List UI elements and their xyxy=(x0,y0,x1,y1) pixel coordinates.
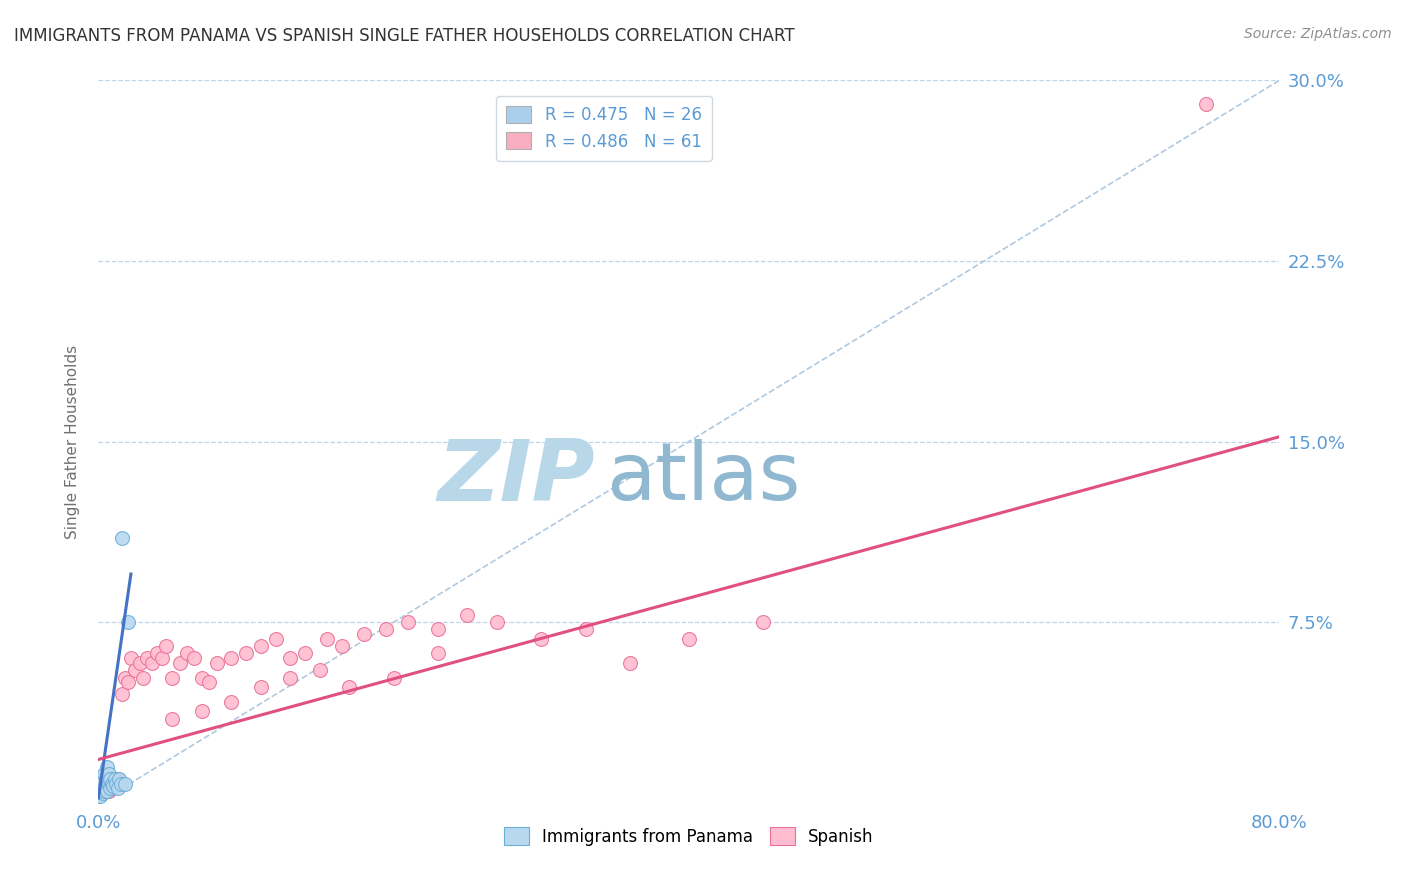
Point xyxy=(264,632,287,646)
Point xyxy=(117,675,139,690)
Point xyxy=(114,671,136,685)
Point xyxy=(146,647,169,661)
Point xyxy=(132,671,155,685)
Point xyxy=(93,784,115,798)
Point xyxy=(98,781,121,796)
Text: IMMIGRANTS FROM PANAMA VS SPANISH SINGLE FATHER HOUSEHOLDS CORRELATION CHART: IMMIGRANTS FROM PANAMA VS SPANISH SINGLE… xyxy=(14,27,794,45)
Point xyxy=(183,651,205,665)
Point xyxy=(120,651,142,665)
Point xyxy=(1195,97,1218,112)
Point xyxy=(94,781,117,796)
Point xyxy=(330,639,353,653)
Point xyxy=(162,712,183,726)
Point xyxy=(619,656,641,670)
Point xyxy=(280,671,302,685)
Point xyxy=(97,767,120,781)
Text: ZIP: ZIP xyxy=(437,436,595,519)
Point xyxy=(375,623,398,637)
Point xyxy=(90,776,112,790)
Point xyxy=(176,647,198,661)
Point xyxy=(280,651,302,665)
Point xyxy=(107,772,129,786)
Point xyxy=(91,772,114,786)
Point xyxy=(141,656,163,670)
Point xyxy=(250,680,273,694)
Point xyxy=(124,664,146,678)
Point xyxy=(96,760,118,774)
Point xyxy=(110,776,132,790)
Point xyxy=(427,647,450,661)
Point xyxy=(117,615,139,630)
Point xyxy=(752,615,775,630)
Point xyxy=(93,767,115,781)
Point xyxy=(486,615,509,630)
Point xyxy=(97,776,120,790)
Point xyxy=(89,789,111,803)
Point xyxy=(382,671,405,685)
Point xyxy=(198,675,221,690)
Point xyxy=(136,651,159,665)
Point xyxy=(93,781,115,796)
Point xyxy=(575,623,598,637)
Point xyxy=(98,772,121,786)
Point xyxy=(457,607,479,622)
Point xyxy=(90,784,112,798)
Point xyxy=(100,776,122,790)
Point xyxy=(103,779,125,793)
Point xyxy=(398,615,420,630)
Point xyxy=(150,651,173,665)
Point xyxy=(91,786,114,800)
Point xyxy=(221,695,243,709)
Point xyxy=(90,784,112,798)
Point xyxy=(105,776,128,790)
Text: atlas: atlas xyxy=(606,439,800,516)
Point xyxy=(94,772,117,786)
Point xyxy=(97,784,120,798)
Point xyxy=(105,772,128,786)
Text: Source: ZipAtlas.com: Source: ZipAtlas.com xyxy=(1244,27,1392,41)
Point xyxy=(104,772,127,786)
Point xyxy=(111,531,134,545)
Point xyxy=(205,656,228,670)
Point xyxy=(94,776,117,790)
Point xyxy=(91,784,114,798)
Point xyxy=(339,680,361,694)
Point xyxy=(162,671,183,685)
Point xyxy=(530,632,553,646)
Point xyxy=(169,656,191,670)
Point xyxy=(100,781,122,796)
Point xyxy=(294,647,316,661)
Point xyxy=(221,651,243,665)
Point xyxy=(191,704,214,718)
Point xyxy=(110,776,132,790)
Point xyxy=(250,639,273,653)
Point xyxy=(114,776,136,790)
Legend: Immigrants from Panama, Spanish: Immigrants from Panama, Spanish xyxy=(498,821,880,852)
Point xyxy=(89,781,111,796)
Point xyxy=(678,632,700,646)
Point xyxy=(309,664,332,678)
Point xyxy=(104,776,127,790)
Point xyxy=(353,627,375,641)
Point xyxy=(96,781,118,796)
Point xyxy=(128,656,150,670)
Point xyxy=(98,776,121,790)
Point xyxy=(235,647,257,661)
Point xyxy=(103,779,125,793)
Point xyxy=(96,784,118,798)
Point xyxy=(108,772,131,786)
Point xyxy=(427,623,450,637)
Y-axis label: Single Father Households: Single Father Households xyxy=(65,344,80,539)
Point xyxy=(316,632,339,646)
Point xyxy=(111,687,134,701)
Point xyxy=(107,781,129,796)
Point xyxy=(191,671,214,685)
Point xyxy=(155,639,177,653)
